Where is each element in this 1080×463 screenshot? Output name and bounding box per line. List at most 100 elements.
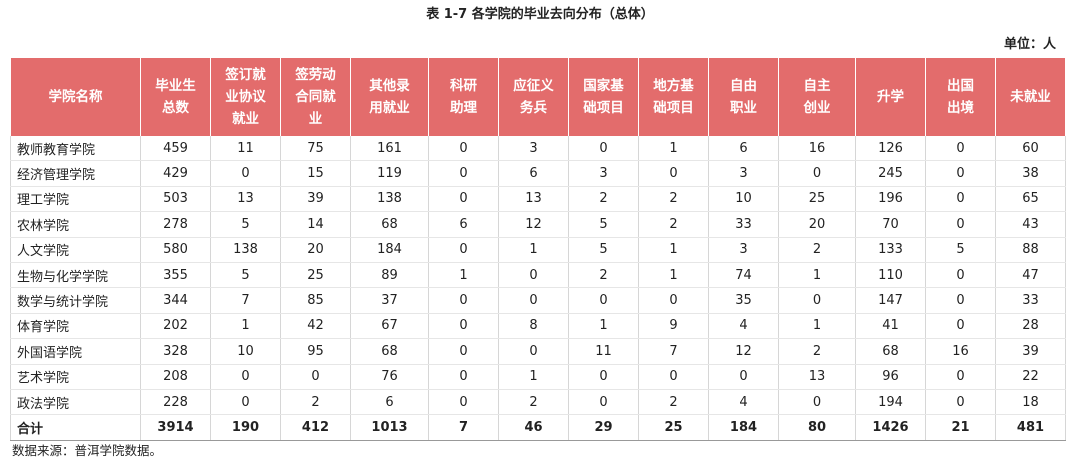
table-body: 教师教育学院 459 11 75 161 0 3 0 1 6 16 126 0 60 经济管理学院 429 0 1… — [10, 136, 1066, 441]
row-name: 体育学院 — [10, 313, 141, 340]
cell: 344 — [140, 287, 211, 314]
cell: 0 — [428, 160, 499, 187]
cell: 3 — [498, 136, 569, 162]
table-row: 理工学院 503 13 39 138 0 13 2 2 10 25 196 0 65 — [10, 186, 1066, 213]
cell: 2 — [638, 186, 709, 213]
table-row: 数学与统计学院 344 7 85 37 0 0 0 0 35 0 147 0 33 — [10, 287, 1066, 314]
cell: 74 — [708, 262, 779, 289]
column-header: 签订就 业协议 就业 — [210, 58, 281, 136]
cell: 3 — [708, 237, 779, 263]
cell: 15 — [280, 160, 351, 187]
cell: 2 — [498, 389, 569, 416]
cell: 0 — [778, 389, 856, 416]
table-row: 体育学院 202 1 42 67 0 8 1 9 4 1 41 0 28 — [10, 313, 1066, 340]
cell: 11 — [568, 338, 639, 365]
cell: 2 — [568, 262, 639, 289]
cell: 42 — [280, 313, 351, 340]
cell: 68 — [350, 338, 429, 365]
cell: 47 — [995, 262, 1066, 289]
column-header: 国家基 础项目 — [568, 58, 639, 136]
cell: 9 — [638, 313, 709, 340]
cell: 5 — [210, 262, 281, 289]
cell: 5 — [925, 237, 996, 263]
cell: 70 — [855, 211, 926, 238]
cell: 208 — [140, 364, 211, 390]
cell: 16 — [925, 338, 996, 365]
cell: 0 — [925, 364, 996, 390]
table-title: 表 1-7 各学院的毕业去向分布（总体） — [426, 7, 654, 22]
row-name: 数学与统计学院 — [10, 287, 141, 314]
cell: 429 — [140, 160, 211, 187]
cell: 119 — [350, 160, 429, 187]
cell: 33 — [708, 211, 779, 238]
cell: 184 — [708, 414, 779, 441]
cell: 0 — [925, 136, 996, 162]
cell: 12 — [498, 211, 569, 238]
cell: 190 — [210, 414, 281, 441]
cell: 41 — [855, 313, 926, 340]
source-note: 数据来源：普洱学院数据。 — [12, 443, 163, 458]
cell: 0 — [210, 389, 281, 416]
cell: 0 — [638, 160, 709, 187]
cell: 3 — [708, 160, 779, 187]
cell: 75 — [280, 136, 351, 162]
cell: 68 — [855, 338, 926, 365]
row-name: 生物与化学学院 — [10, 262, 141, 289]
cell: 20 — [280, 237, 351, 263]
column-header: 自由 职业 — [708, 58, 779, 136]
cell: 0 — [925, 389, 996, 416]
cell: 67 — [350, 313, 429, 340]
cell: 0 — [498, 287, 569, 314]
cell: 0 — [925, 160, 996, 187]
cell: 2 — [778, 338, 856, 365]
cell: 161 — [350, 136, 429, 162]
cell: 25 — [638, 414, 709, 441]
cell: 147 — [855, 287, 926, 314]
cell: 22 — [995, 364, 1066, 390]
cell: 46 — [498, 414, 569, 441]
cell: 503 — [140, 186, 211, 213]
cell: 1 — [778, 262, 856, 289]
column-header: 自主 创业 — [778, 58, 856, 136]
cell: 6 — [428, 211, 499, 238]
unit-label: 单位：人 — [1003, 37, 1056, 52]
cell: 0 — [428, 287, 499, 314]
cell: 1 — [498, 364, 569, 390]
cell: 0 — [428, 136, 499, 162]
cell: 2 — [638, 389, 709, 416]
cell: 0 — [568, 364, 639, 390]
cell: 18 — [995, 389, 1066, 416]
cell: 28 — [995, 313, 1066, 340]
table-row: 教师教育学院 459 11 75 161 0 3 0 1 6 16 126 0 60 — [10, 136, 1066, 162]
cell: 0 — [428, 186, 499, 213]
cell: 133 — [855, 237, 926, 263]
row-name: 理工学院 — [10, 186, 141, 213]
cell: 33 — [995, 287, 1066, 314]
cell: 0 — [925, 186, 996, 213]
row-name: 艺术学院 — [10, 364, 141, 390]
cell: 0 — [568, 136, 639, 162]
cell: 76 — [350, 364, 429, 390]
row-name: 人文学院 — [10, 237, 141, 263]
cell: 1 — [210, 313, 281, 340]
column-header: 签劳动 合同就 业 — [280, 58, 351, 136]
cell: 12 — [708, 338, 779, 365]
table-row: 生物与化学学院 355 5 25 89 1 0 2 1 74 1 110 0 47 — [10, 262, 1066, 289]
row-name: 政法学院 — [10, 389, 141, 416]
cell: 2 — [280, 389, 351, 416]
cell: 1 — [638, 136, 709, 162]
cell: 6 — [498, 160, 569, 187]
cell: 184 — [350, 237, 429, 263]
cell: 2 — [638, 211, 709, 238]
cell: 25 — [280, 262, 351, 289]
cell: 89 — [350, 262, 429, 289]
column-header: 升学 — [855, 58, 926, 136]
cell: 5 — [210, 211, 281, 238]
column-header: 未就业 — [995, 58, 1066, 136]
data-table: 学院名称 毕业生 总数 签订就 业协议 就业 签劳动 合同就 业其他录 用就业 科研 助… — [10, 58, 1066, 441]
cell: 13 — [778, 364, 856, 390]
cell: 194 — [855, 389, 926, 416]
cell: 37 — [350, 287, 429, 314]
cell: 138 — [350, 186, 429, 213]
cell: 1426 — [855, 414, 926, 441]
